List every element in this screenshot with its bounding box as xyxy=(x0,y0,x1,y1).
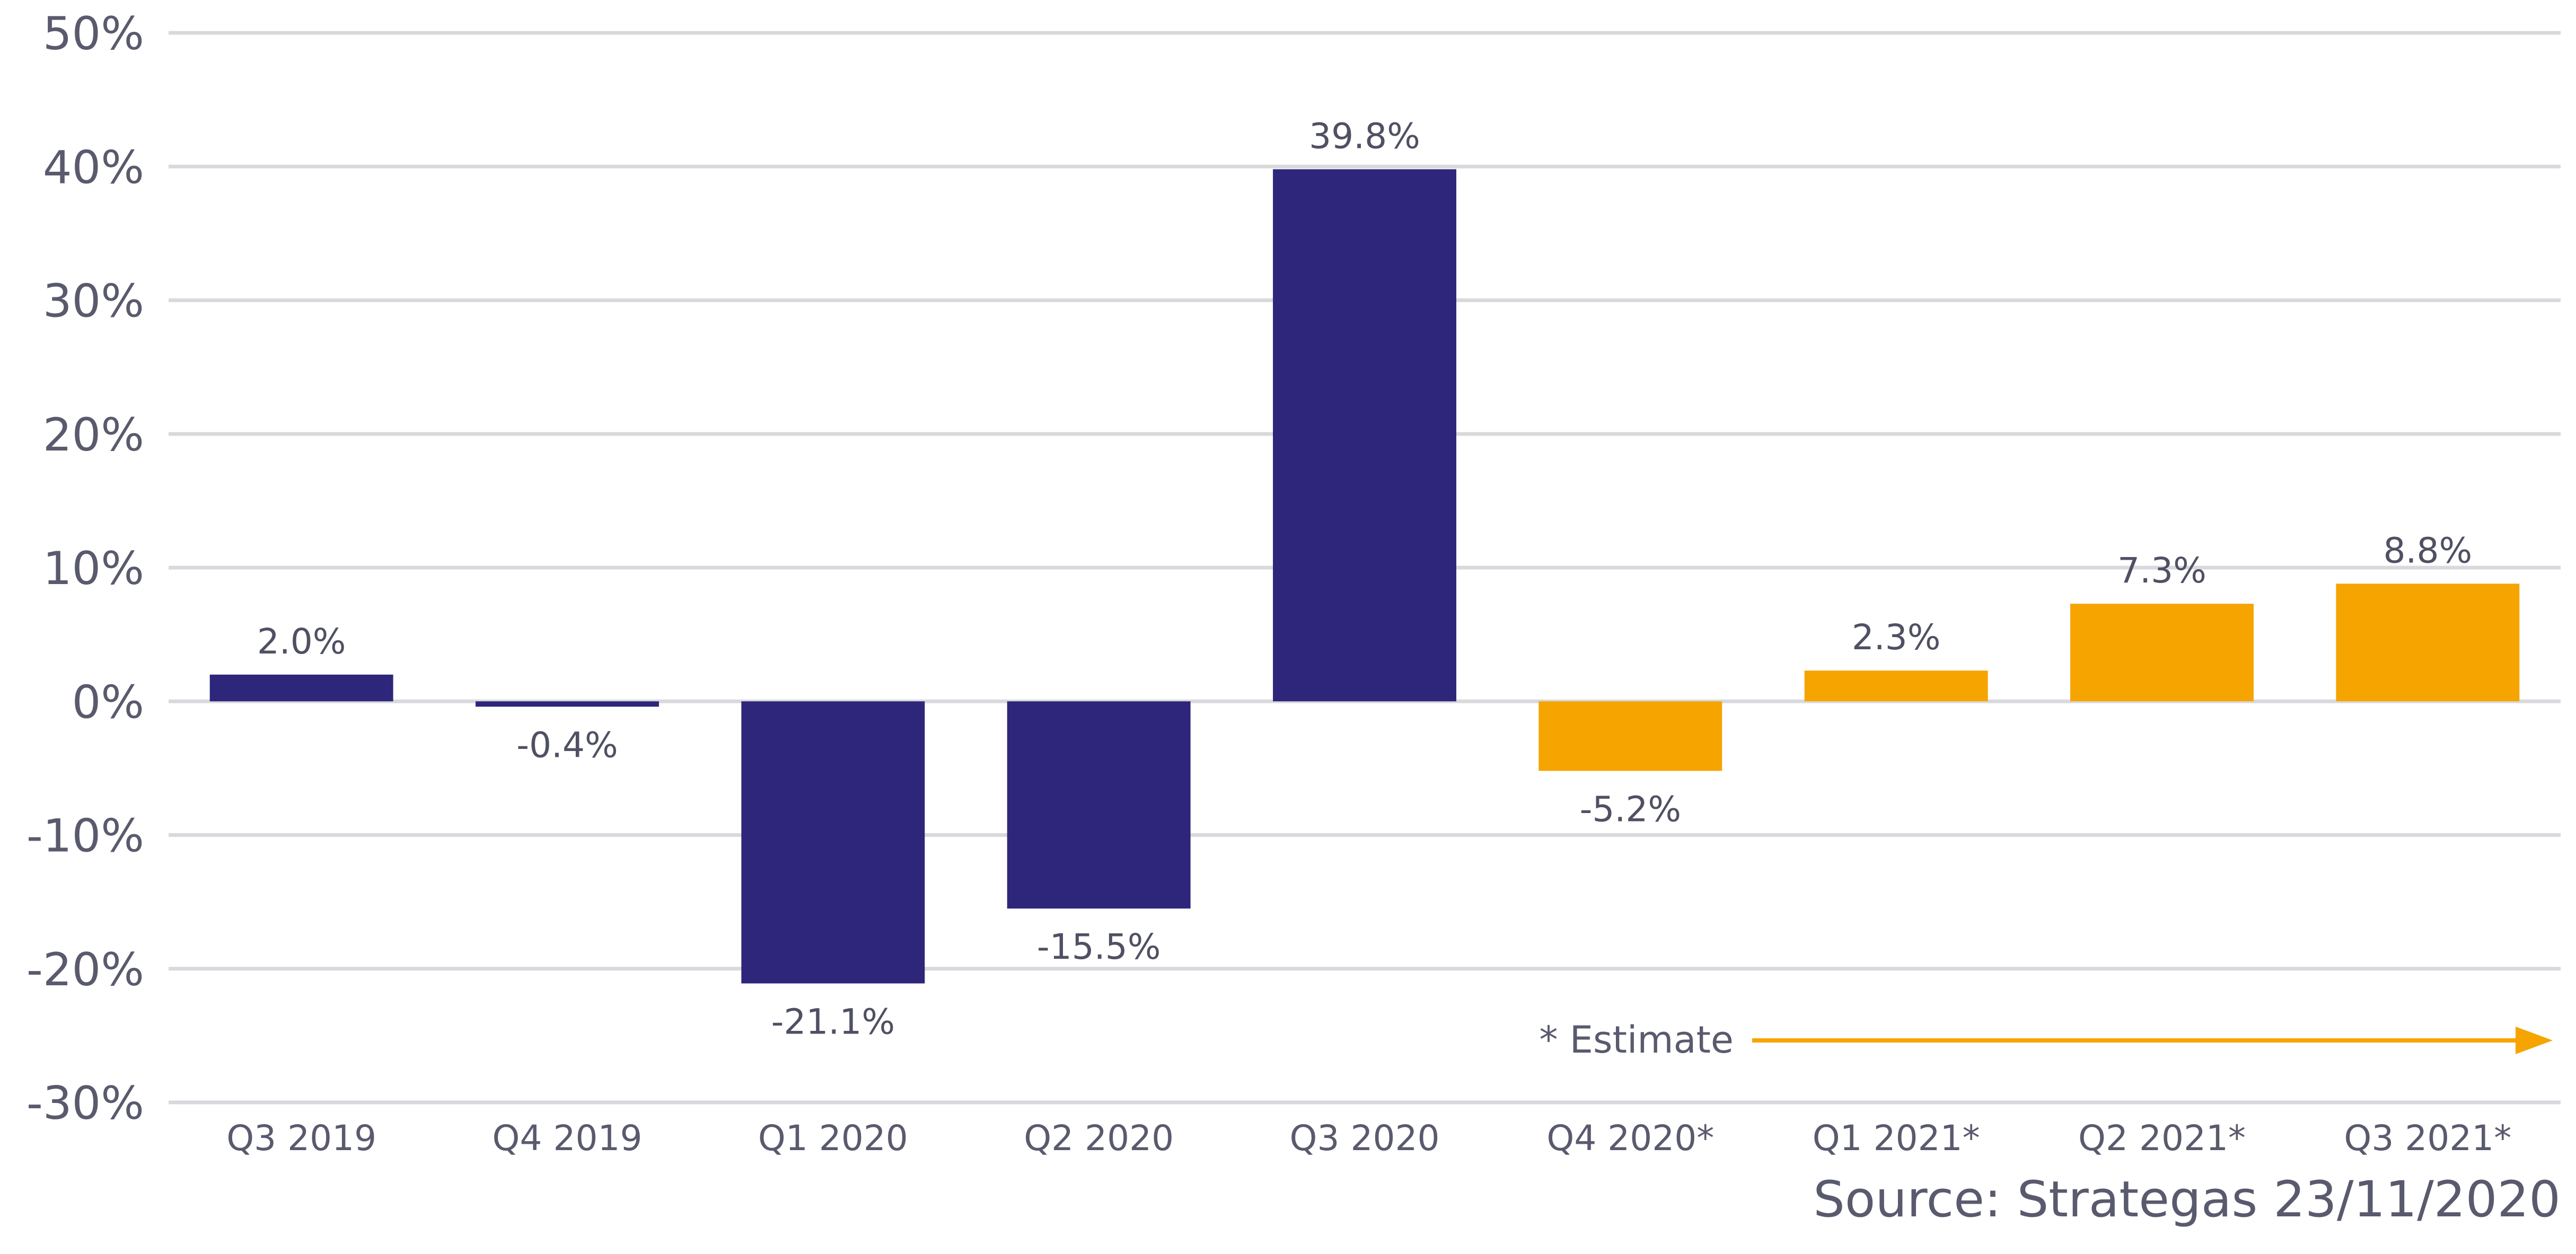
x-tick-label: Q3 2020 xyxy=(1290,1118,1440,1159)
bar xyxy=(209,674,393,702)
bars xyxy=(209,169,2520,984)
estimate-annotation: * Estimate xyxy=(1540,1018,2553,1062)
data-label: -0.4% xyxy=(516,725,618,765)
x-tick-label: Q3 2021* xyxy=(2344,1118,2511,1159)
x-tick-label: Q2 2020 xyxy=(1024,1118,1174,1159)
estimate-arrow-head xyxy=(2516,1027,2553,1054)
data-label: 7.3% xyxy=(2117,550,2206,591)
bar xyxy=(2070,604,2254,702)
bar xyxy=(476,701,659,707)
bar xyxy=(741,701,925,984)
bar xyxy=(1007,701,1191,909)
bar xyxy=(1538,701,1722,771)
x-tick-label: Q1 2021* xyxy=(1813,1118,1980,1159)
data-label: 2.3% xyxy=(1852,617,1941,658)
y-tick-label: 30% xyxy=(43,275,144,328)
bar xyxy=(1804,670,1988,702)
data-label: -5.2% xyxy=(1580,789,1682,829)
y-axis: 50% 40% 30% 20% 10% 0% -10% -20% -30% xyxy=(27,7,144,1130)
x-tick-label: Q2 2021* xyxy=(2078,1118,2246,1159)
x-tick-label: Q1 2020 xyxy=(758,1118,908,1159)
y-tick-label: 50% xyxy=(43,7,144,60)
y-tick-label: 20% xyxy=(43,409,144,462)
y-tick-label: 10% xyxy=(43,542,144,595)
data-label: -15.5% xyxy=(1037,926,1160,967)
x-tick-label: Q4 2020* xyxy=(1546,1118,1714,1159)
y-tick-label: -30% xyxy=(27,1077,144,1130)
x-tick-label: Q4 2019 xyxy=(493,1118,643,1159)
data-label: 8.8% xyxy=(2383,530,2472,571)
bar xyxy=(1273,169,1456,702)
y-tick-label: -20% xyxy=(27,943,144,996)
x-axis: Q3 2019 Q4 2019 Q1 2020 Q2 2020 Q3 2020 Q4 20… xyxy=(226,1118,2511,1159)
data-label: 39.8% xyxy=(1309,116,1420,156)
y-tick-label: 0% xyxy=(72,676,144,729)
data-label: -21.1% xyxy=(771,1001,895,1042)
y-tick-label: 40% xyxy=(43,141,144,194)
x-tick-label: Q3 2019 xyxy=(226,1118,376,1159)
data-labels: 2.0% -0.4% -21.1% -15.5% 39.8% -5.2% 2.3% 7.3% 8… xyxy=(257,116,2472,1042)
y-tick-label: -10% xyxy=(27,810,144,863)
data-label: 2.0% xyxy=(257,621,346,662)
source-note: Source: Strategas 23/11/2020 xyxy=(1813,1171,2561,1229)
estimate-label: * Estimate xyxy=(1540,1018,1734,1062)
bar xyxy=(2336,584,2520,702)
